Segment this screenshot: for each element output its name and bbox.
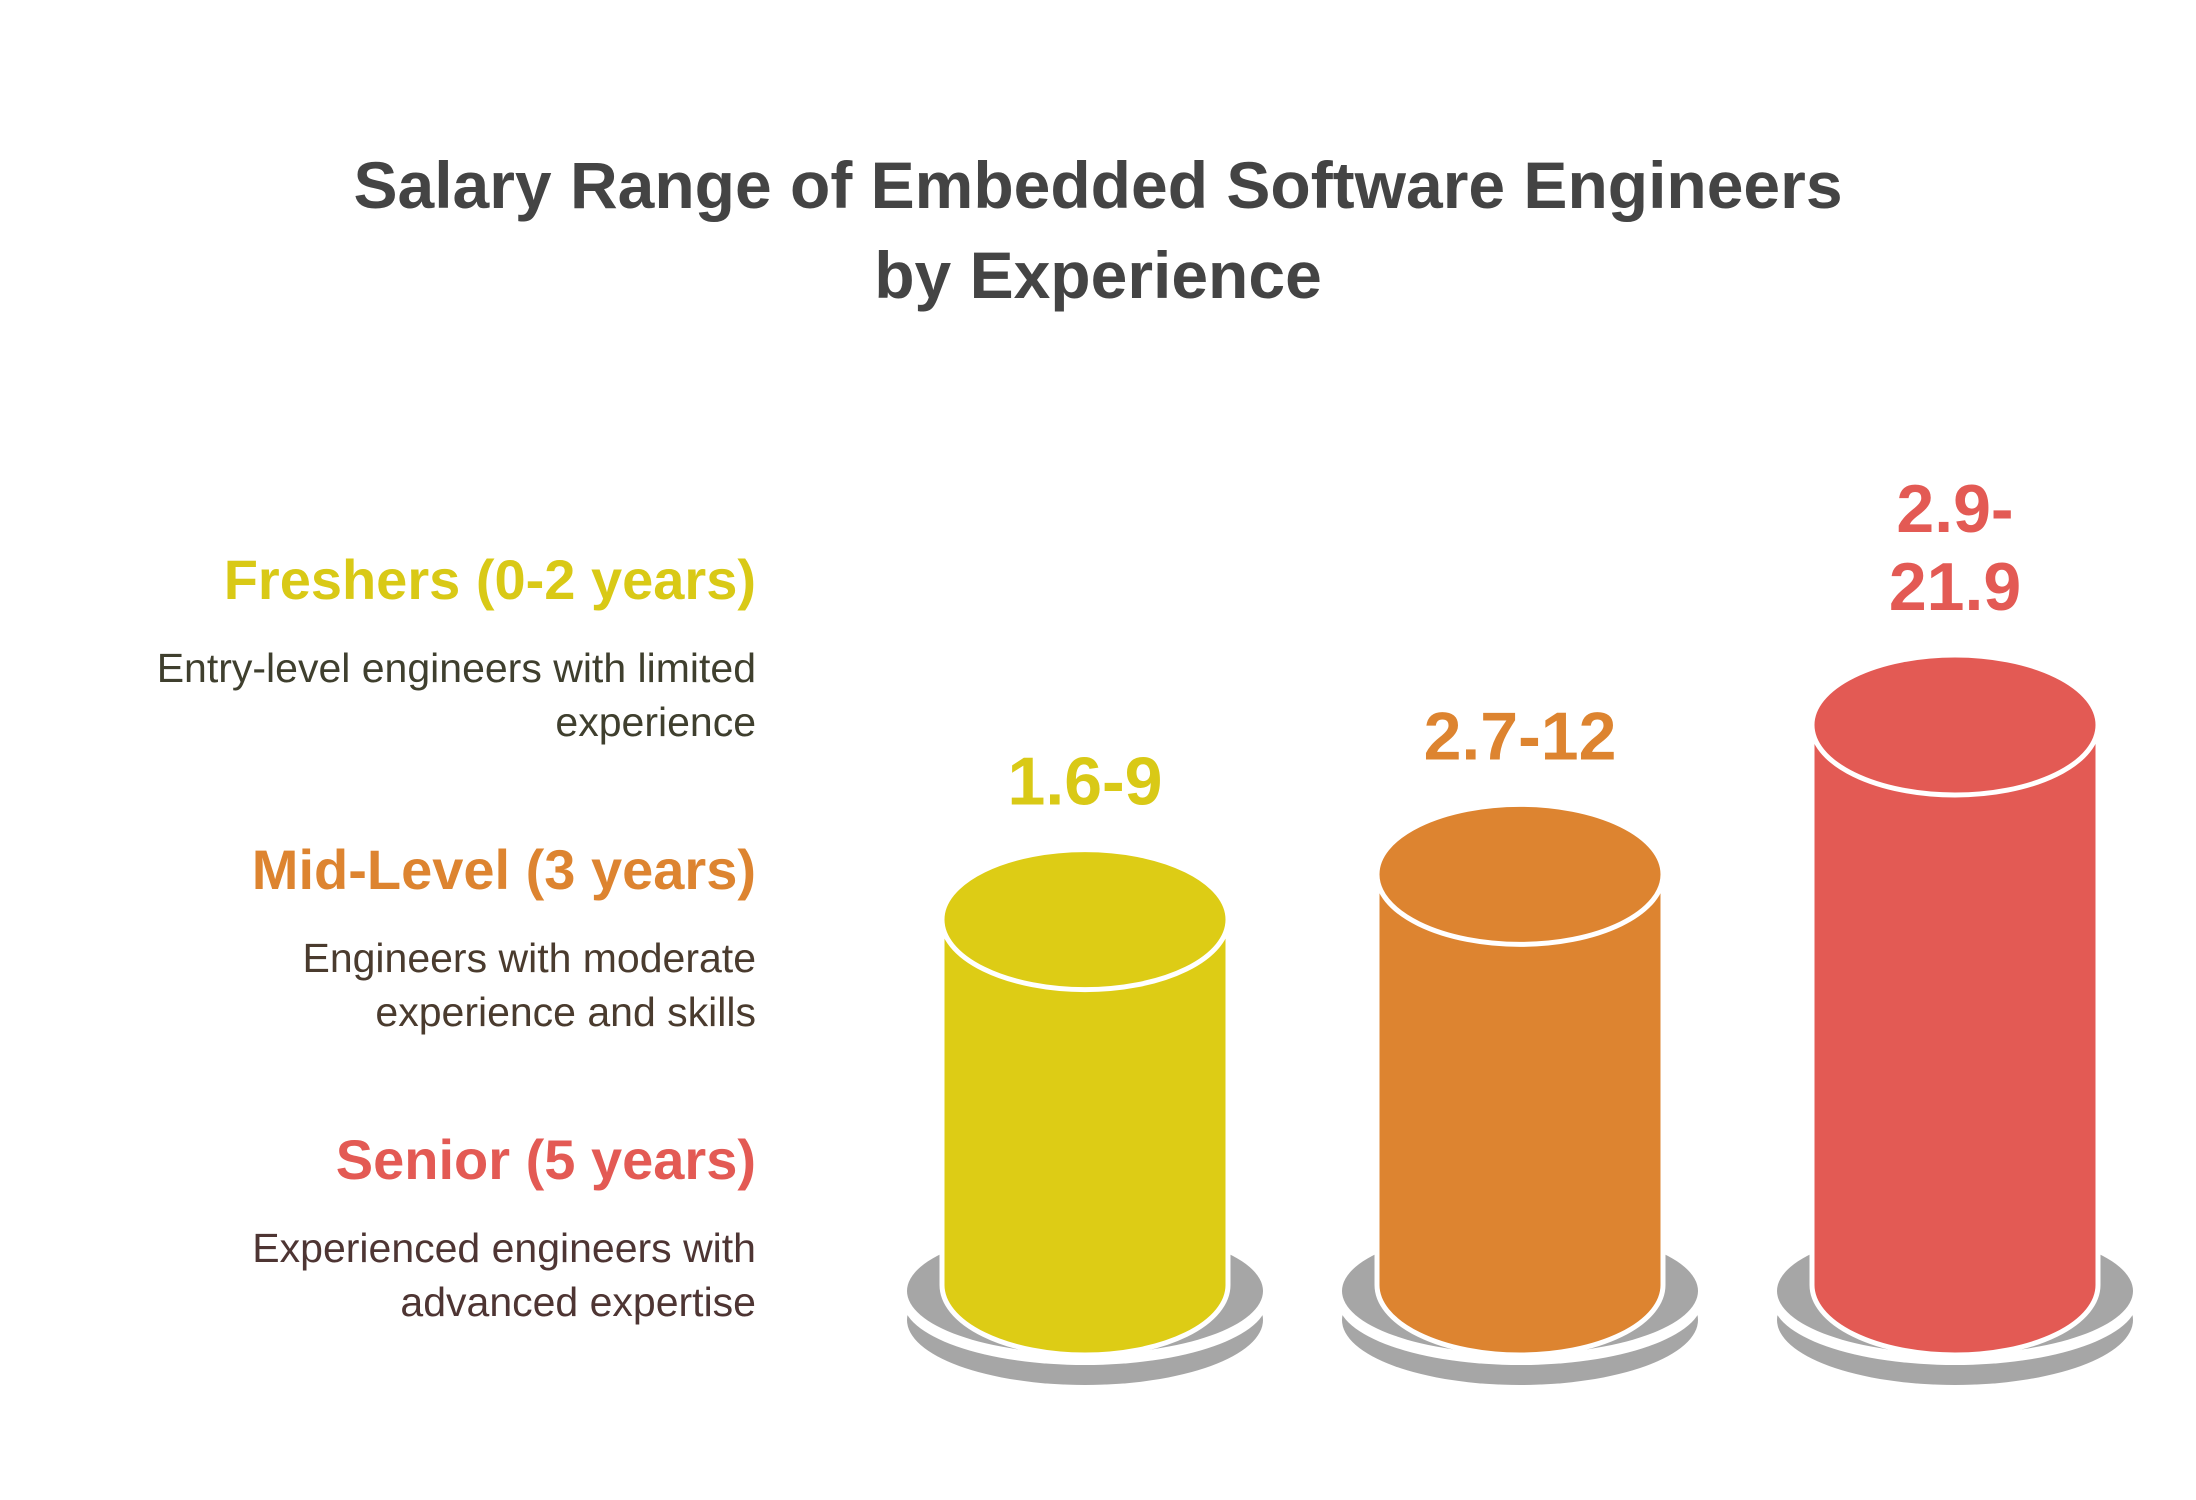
legend-desc-senior-line-1: Experienced engineers with bbox=[252, 1225, 756, 1271]
legend-item-freshers: Freshers (0-2 years) Entry-level enginee… bbox=[0, 545, 756, 749]
bar-mid-level bbox=[1374, 871, 1666, 1358]
bar-top-mid-level bbox=[1374, 801, 1666, 947]
legend-desc-freshers-line-2: experience bbox=[555, 699, 756, 745]
value-label-senior-line-2: 21.9 bbox=[1889, 549, 2021, 625]
value-label-senior-line-1: 2.9- bbox=[1896, 471, 2013, 547]
legend-label-freshers: Freshers (0-2 years) bbox=[223, 548, 756, 611]
legend-item-mid-level: Mid-Level (3 years) Engineers with moder… bbox=[0, 835, 756, 1039]
bar-top-freshers bbox=[939, 847, 1231, 993]
legend-desc-freshers: Entry-level engineers with limited exper… bbox=[0, 641, 756, 749]
legend-item-senior: Senior (5 years) Experienced engineers w… bbox=[0, 1125, 756, 1329]
legend-desc-mid-level-line-2: experience and skills bbox=[375, 989, 756, 1035]
legend-desc-senior: Experienced engineers with advanced expe… bbox=[0, 1221, 756, 1329]
legend-desc-mid-level-line-1: Engineers with moderate bbox=[302, 935, 756, 981]
legend-desc-senior-line-2: advanced expertise bbox=[400, 1279, 756, 1325]
legend-desc-mid-level: Engineers with moderate experience and s… bbox=[0, 931, 756, 1039]
chart-title: Salary Range of Embedded Software Engine… bbox=[0, 140, 2196, 320]
bar-senior bbox=[1809, 722, 2101, 1358]
legend-label-senior: Senior (5 years) bbox=[335, 1128, 756, 1191]
chart-title-line-2: by Experience bbox=[874, 238, 1322, 312]
bar-top-senior bbox=[1809, 652, 2101, 798]
legend-label-mid-level: Mid-Level (3 years) bbox=[251, 838, 756, 901]
bar-freshers bbox=[939, 917, 1231, 1358]
value-label-freshers: 1.6-9 bbox=[1008, 744, 1163, 820]
legend-desc-freshers-line-1: Entry-level engineers with limited bbox=[156, 645, 756, 691]
value-label-mid-level: 2.7-12 bbox=[1424, 698, 1617, 774]
chart-title-line-1: Salary Range of Embedded Software Engine… bbox=[353, 148, 1843, 222]
